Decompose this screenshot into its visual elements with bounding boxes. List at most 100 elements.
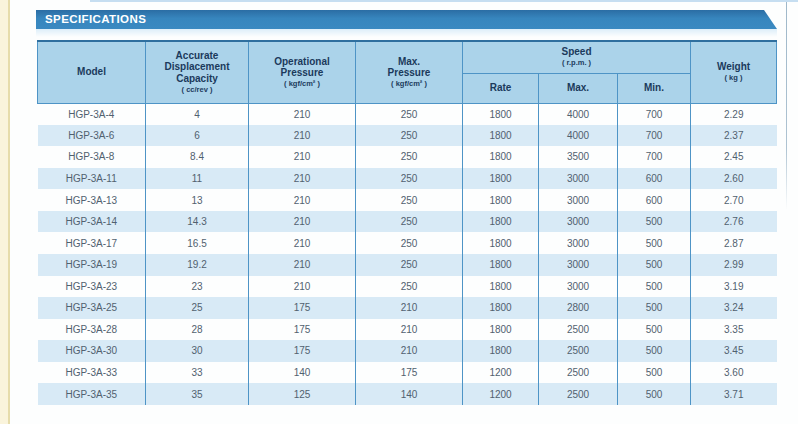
cell-rate: 1800 [463, 276, 539, 298]
cell-max: 4000 [539, 125, 618, 147]
header-operational-pressure: Operational Pressure ( kgf/cm² ) [249, 41, 356, 103]
page-edge-strip [0, 0, 10, 424]
cell-capacity: 4 [146, 103, 249, 125]
cell-max-pressure: 250 [356, 146, 463, 168]
cell-weight: 3.35 [691, 319, 777, 341]
banner-shadow [36, 29, 777, 37]
cell-max: 4000 [539, 103, 618, 125]
cell-min: 500 [618, 232, 691, 254]
table-row: HGP-3A-1716.5210250180030005002.87 [38, 232, 777, 254]
table-row: HGP-3A-2828175210180025005003.35 [38, 319, 777, 341]
cell-max-pressure: 250 [356, 232, 463, 254]
cell-capacity: 6 [146, 125, 249, 147]
cell-model: HGP-3A-6 [38, 125, 146, 147]
header-speed: Speed ( r.p.m. ) [463, 41, 691, 73]
cell-min: 600 [618, 168, 691, 190]
cell-op-pressure: 210 [249, 189, 356, 211]
cell-weight: 2.37 [691, 125, 777, 147]
cell-min: 500 [618, 297, 691, 319]
cell-rate: 1800 [463, 340, 539, 362]
catalog-page: SPECIFICATIONS Model Accurate Displaceme… [0, 0, 798, 424]
cell-model: HGP-3A-33 [38, 362, 146, 384]
header-max-pressure-label: Max. Pressure [358, 56, 460, 80]
cell-max-pressure: 175 [356, 362, 463, 384]
cell-max-pressure: 210 [356, 340, 463, 362]
header-operational-pressure-unit: ( kgf/cm² ) [251, 80, 353, 89]
header-speed-min: Min. [618, 73, 691, 103]
specifications-table: Model Accurate Displacement Capacity ( c… [37, 40, 777, 405]
table-row: HGP-3A-3333140175120025005003.60 [38, 362, 777, 384]
cell-max: 2500 [539, 340, 618, 362]
cell-model: HGP-3A-17 [38, 232, 146, 254]
table-body: HGP-3A-44210250180040007002.29HGP-3A-662… [38, 103, 777, 405]
header-max-pressure: Max. Pressure ( kgf/cm² ) [356, 41, 463, 103]
cell-min: 500 [618, 383, 691, 405]
cell-weight: 3.45 [691, 340, 777, 362]
cell-max: 2500 [539, 362, 618, 384]
cell-op-pressure: 175 [249, 340, 356, 362]
cell-op-pressure: 175 [249, 297, 356, 319]
cell-model: HGP-3A-8 [38, 146, 146, 168]
cell-model: HGP-3A-35 [38, 383, 146, 405]
header-model: Model [38, 41, 146, 103]
table-row: HGP-3A-3535125140120025005003.71 [38, 383, 777, 405]
page-top-edge [90, 0, 798, 2]
cell-model: HGP-3A-14 [38, 211, 146, 233]
header-capacity: Accurate Displacement Capacity ( cc/rev … [146, 41, 249, 103]
table-row: HGP-3A-3030175210180025005003.45 [38, 340, 777, 362]
cell-max-pressure: 250 [356, 254, 463, 276]
table-row: HGP-3A-1919.2210250180030005002.99 [38, 254, 777, 276]
cell-rate: 1800 [463, 297, 539, 319]
cell-op-pressure: 210 [249, 232, 356, 254]
cell-capacity: 8.4 [146, 146, 249, 168]
cell-max-pressure: 250 [356, 189, 463, 211]
cell-model: HGP-3A-28 [38, 319, 146, 341]
header-weight-unit: ( kg ) [693, 74, 774, 83]
header-speed-label: Speed [465, 46, 688, 58]
cell-capacity: 23 [146, 276, 249, 298]
cell-rate: 1800 [463, 211, 539, 233]
cell-max: 3000 [539, 232, 618, 254]
page-right-edge [786, 2, 787, 210]
cell-model: HGP-3A-4 [38, 103, 146, 125]
cell-max-pressure: 250 [356, 125, 463, 147]
cell-min: 700 [618, 125, 691, 147]
cell-max: 3500 [539, 146, 618, 168]
cell-min: 700 [618, 146, 691, 168]
cell-weight: 2.45 [691, 146, 777, 168]
cell-weight: 3.71 [691, 383, 777, 405]
cell-max-pressure: 210 [356, 297, 463, 319]
cell-max: 3000 [539, 276, 618, 298]
header-speed-min-label: Min. [620, 82, 688, 94]
cell-min: 700 [618, 103, 691, 125]
cell-model: HGP-3A-11 [38, 168, 146, 190]
table-row: HGP-3A-44210250180040007002.29 [38, 103, 777, 125]
table-row: HGP-3A-1414.3210250180030005002.76 [38, 211, 777, 233]
cell-op-pressure: 210 [249, 254, 356, 276]
table-row: HGP-3A-1111210250180030006002.60 [38, 168, 777, 190]
cell-capacity: 13 [146, 189, 249, 211]
cell-min: 500 [618, 362, 691, 384]
cell-max: 3000 [539, 189, 618, 211]
header-speed-max: Max. [539, 73, 618, 103]
cell-weight: 3.19 [691, 276, 777, 298]
table-row: HGP-3A-1313210250180030006002.70 [38, 189, 777, 211]
table-row: HGP-3A-88.4210250180035007002.45 [38, 146, 777, 168]
cell-model: HGP-3A-30 [38, 340, 146, 362]
table-row: HGP-3A-2323210250180030005003.19 [38, 276, 777, 298]
cell-rate: 1800 [463, 232, 539, 254]
cell-max: 3000 [539, 168, 618, 190]
cell-op-pressure: 210 [249, 103, 356, 125]
cell-max: 3000 [539, 254, 618, 276]
cell-max-pressure: 250 [356, 168, 463, 190]
cell-capacity: 25 [146, 297, 249, 319]
header-max-pressure-unit: ( kgf/cm² ) [358, 80, 460, 89]
cell-capacity: 30 [146, 340, 249, 362]
header-operational-pressure-label: Operational Pressure [251, 56, 353, 80]
cell-capacity: 16.5 [146, 232, 249, 254]
cell-model: HGP-3A-25 [38, 297, 146, 319]
cell-rate: 1800 [463, 168, 539, 190]
cell-min: 500 [618, 340, 691, 362]
cell-min: 500 [618, 254, 691, 276]
header-capacity-label: Accurate Displacement Capacity [148, 50, 246, 85]
